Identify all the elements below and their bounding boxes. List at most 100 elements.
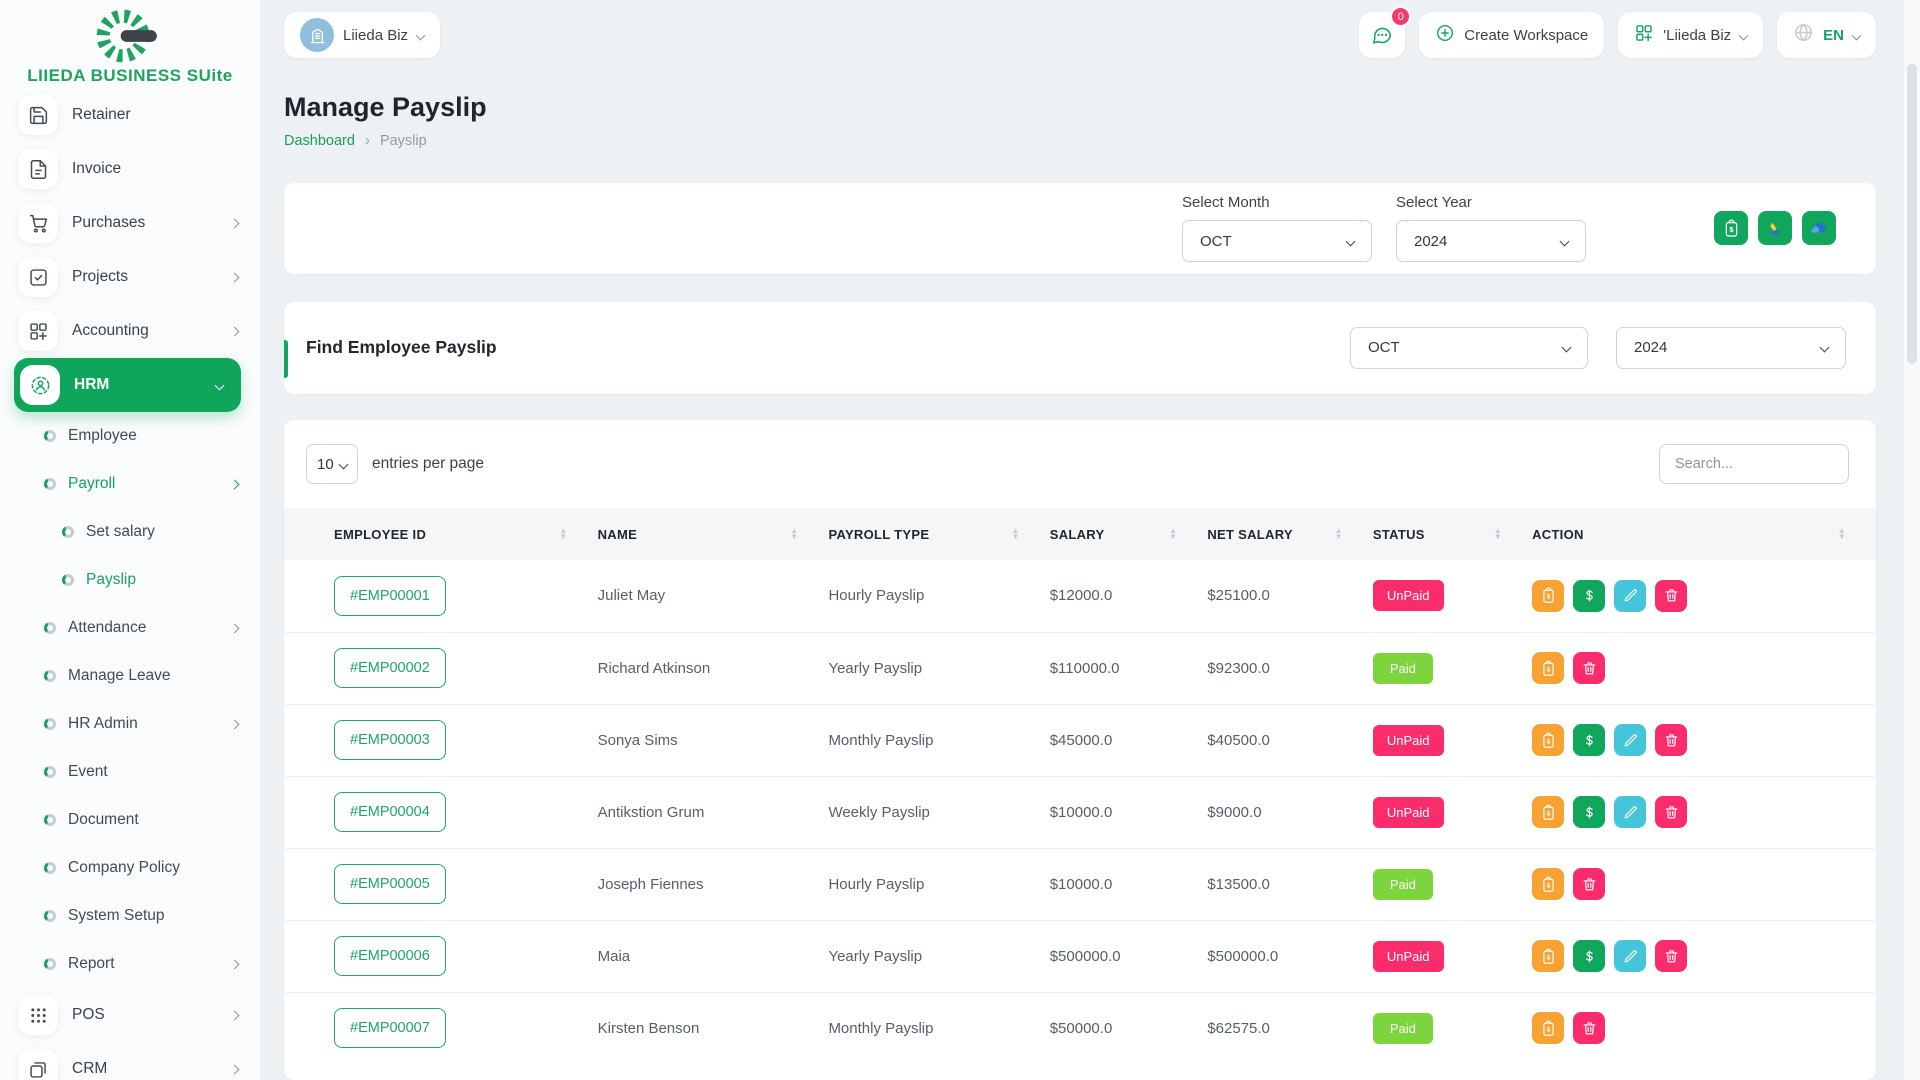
sidebar-item-label: HR Admin xyxy=(68,715,138,732)
sidebar-item-system-setup[interactable]: System Setup xyxy=(0,892,260,940)
sidebar-item-projects[interactable]: Projects xyxy=(0,250,260,304)
sidebar-item-document[interactable]: Document xyxy=(0,796,260,844)
column-header-action[interactable]: ACTION ▲ ▼ xyxy=(1532,508,1876,560)
edit-button[interactable] xyxy=(1614,796,1647,828)
breadcrumb-dashboard-link[interactable]: Dashboard xyxy=(284,132,355,149)
sidebar-item-manage-leave[interactable]: Manage Leave xyxy=(0,652,260,700)
sidebar-item-employee[interactable]: Employee xyxy=(0,412,260,460)
sidebar-item-payroll[interactable]: Payroll xyxy=(0,460,260,508)
create-workspace-button[interactable]: Create Workspace xyxy=(1419,12,1605,58)
sort-icon[interactable]: ▲ ▼ xyxy=(1837,526,1846,541)
pay-button[interactable] xyxy=(1573,579,1606,612)
sidebar-item-event[interactable]: Event xyxy=(0,748,260,796)
sort-icon[interactable]: ▲ ▼ xyxy=(1334,526,1343,541)
employee-id-link[interactable]: #EMP00004 xyxy=(334,792,446,832)
pay-button[interactable] xyxy=(1573,724,1606,756)
delete-button[interactable] xyxy=(1573,868,1606,900)
scrollbar-thumb[interactable] xyxy=(1907,64,1917,364)
month-select-value: OCT xyxy=(1200,232,1232,250)
sort-icon[interactable]: ▲ ▼ xyxy=(790,526,799,541)
sidebar-item-crm[interactable]: CRM xyxy=(0,1042,260,1080)
edit-button[interactable] xyxy=(1614,940,1647,972)
column-header-label: SALARY xyxy=(1049,526,1105,542)
delete-button[interactable] xyxy=(1655,796,1688,828)
find-selects: OCT 2024 xyxy=(1350,326,1846,369)
status-badge: UnPaid xyxy=(1372,796,1444,828)
payslip-button[interactable]: $ xyxy=(1532,796,1565,828)
payslip-button[interactable]: $ xyxy=(1532,1012,1565,1045)
month-select[interactable]: OCT xyxy=(1182,220,1372,263)
delete-button[interactable] xyxy=(1573,652,1606,684)
pay-button[interactable] xyxy=(1573,796,1606,828)
chat-button[interactable]: 0 xyxy=(1359,6,1412,58)
delete-button[interactable] xyxy=(1573,1012,1606,1045)
employee-id-link[interactable]: #EMP00006 xyxy=(334,936,446,976)
delete-button[interactable] xyxy=(1655,579,1688,612)
column-header-employee-id[interactable]: EMPLOYEE ID ▲ ▼ xyxy=(284,508,598,560)
globe-icon xyxy=(1793,22,1814,48)
employee-id-link[interactable]: #EMP00001 xyxy=(334,575,446,616)
main-content: Liieda Biz 0 Create Workspace xyxy=(260,0,1920,1080)
payslip-button[interactable]: $ xyxy=(1532,868,1565,900)
accounting-icon xyxy=(18,311,58,351)
column-header-net-salary[interactable]: NET SALARY ▲ ▼ xyxy=(1207,508,1373,560)
salary: $12000.0 xyxy=(1049,560,1208,633)
employee-id-link[interactable]: #EMP00003 xyxy=(334,720,446,760)
sort-icon[interactable]: ▲ ▼ xyxy=(1169,526,1178,541)
column-header-payroll-type[interactable]: PAYROLL TYPE ▲ ▼ xyxy=(828,508,1049,560)
column-header-status[interactable]: STATUS ▲ ▼ xyxy=(1373,508,1532,560)
sidebar-item-accounting[interactable]: Accounting xyxy=(0,304,260,358)
sidebar-item-company-policy[interactable]: Company Policy xyxy=(0,844,260,892)
chevron-down-icon xyxy=(1851,30,1862,40)
delete-button[interactable] xyxy=(1655,724,1688,756)
employee-id-link[interactable]: #EMP00002 xyxy=(334,648,446,688)
export-buttons: $ xyxy=(1714,211,1836,246)
onedrive-export-button[interactable] xyxy=(1802,211,1836,246)
edit-button[interactable] xyxy=(1614,579,1647,612)
sidebar-item-invoice[interactable]: Invoice xyxy=(0,142,260,196)
search-input[interactable] xyxy=(1659,444,1849,484)
sort-icon[interactable]: ▲ ▼ xyxy=(1011,526,1020,541)
drive-export-button[interactable] xyxy=(1758,211,1792,246)
find-month-select[interactable]: OCT xyxy=(1350,326,1588,369)
sidebar-item-attendance[interactable]: Attendance xyxy=(0,604,260,652)
select-year-label: Select Year xyxy=(1396,194,1472,212)
pay-button[interactable] xyxy=(1573,940,1606,972)
column-header-name[interactable]: NAME ▲ ▼ xyxy=(598,508,829,560)
sidebar-item-retainer[interactable]: Retainer xyxy=(0,88,260,142)
sidebar-item-hr-admin[interactable]: HR Admin xyxy=(0,700,260,748)
workspace-pill[interactable]: Liieda Biz xyxy=(284,12,441,58)
sort-icon[interactable]: ▲ ▼ xyxy=(559,526,568,541)
payslip-button[interactable]: $ xyxy=(1532,652,1565,684)
workspace-switcher[interactable]: 'Liieda Biz xyxy=(1618,12,1764,58)
language-selector[interactable]: EN xyxy=(1777,12,1876,58)
drive-icon xyxy=(1769,222,1780,235)
sidebar-item-pos[interactable]: POS xyxy=(0,988,260,1042)
sidebar-item-report[interactable]: Report xyxy=(0,940,260,988)
employee-id-link[interactable]: #EMP00005 xyxy=(334,864,446,904)
sidebar-item-hrm[interactable]: HRM xyxy=(14,358,241,412)
entries-per-page-select[interactable]: 10 xyxy=(306,444,358,484)
chevron-down-icon xyxy=(1559,236,1570,247)
sort-icon[interactable]: ▲ ▼ xyxy=(1493,526,1503,541)
edit-button[interactable] xyxy=(1614,724,1647,756)
sidebar-item-set-salary[interactable]: Set salary xyxy=(0,508,260,556)
sidebar-item-payslip[interactable]: Payslip xyxy=(0,556,260,604)
bullet-icon xyxy=(62,574,74,586)
payslip-button[interactable]: $ xyxy=(1532,724,1565,756)
column-header-salary[interactable]: SALARY ▲ ▼ xyxy=(1050,508,1208,560)
payslip-button[interactable]: $ xyxy=(1532,940,1565,972)
employee-name: Richard Atkinson xyxy=(597,632,829,705)
sidebar-item-purchases[interactable]: Purchases xyxy=(0,196,260,250)
payslip-button[interactable]: $ xyxy=(1532,579,1565,612)
row-actions: $ xyxy=(1532,1012,1876,1045)
year-select[interactable]: 2024 xyxy=(1396,220,1586,263)
find-year-select[interactable]: 2024 xyxy=(1616,326,1846,369)
employee-id-link[interactable]: #EMP00007 xyxy=(334,1008,446,1049)
table-row: #EMP00003 Sonya Sims Monthly Payslip $45000… xyxy=(284,704,1876,777)
delete-button[interactable] xyxy=(1655,940,1688,972)
page-scrollbar[interactable] xyxy=(1904,0,1920,1080)
cloud-icon xyxy=(1810,222,1826,233)
payslip-export-button[interactable]: $ xyxy=(1714,211,1748,246)
breadcrumb-separator: › xyxy=(364,132,370,149)
